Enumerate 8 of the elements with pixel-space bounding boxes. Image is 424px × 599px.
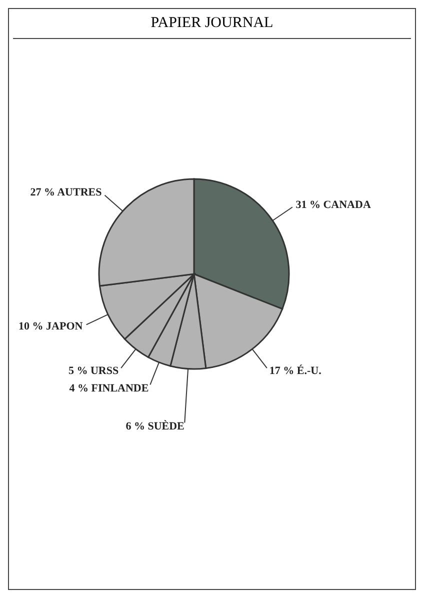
slice-label: 17 % É.-U. xyxy=(269,364,322,378)
slice-label: 31 % CANADA xyxy=(296,198,371,211)
slice-label: 4 % FINLANDE xyxy=(69,382,149,394)
slice-label: 6 % SUÈDE xyxy=(126,420,184,433)
slice-label: 5 % URSS xyxy=(68,365,119,378)
slice-label: 10 % JAPON xyxy=(18,320,83,332)
slice-label: 27 % AUTRES xyxy=(30,186,102,199)
chart-title: PAPIER JOURNAL xyxy=(13,9,411,39)
